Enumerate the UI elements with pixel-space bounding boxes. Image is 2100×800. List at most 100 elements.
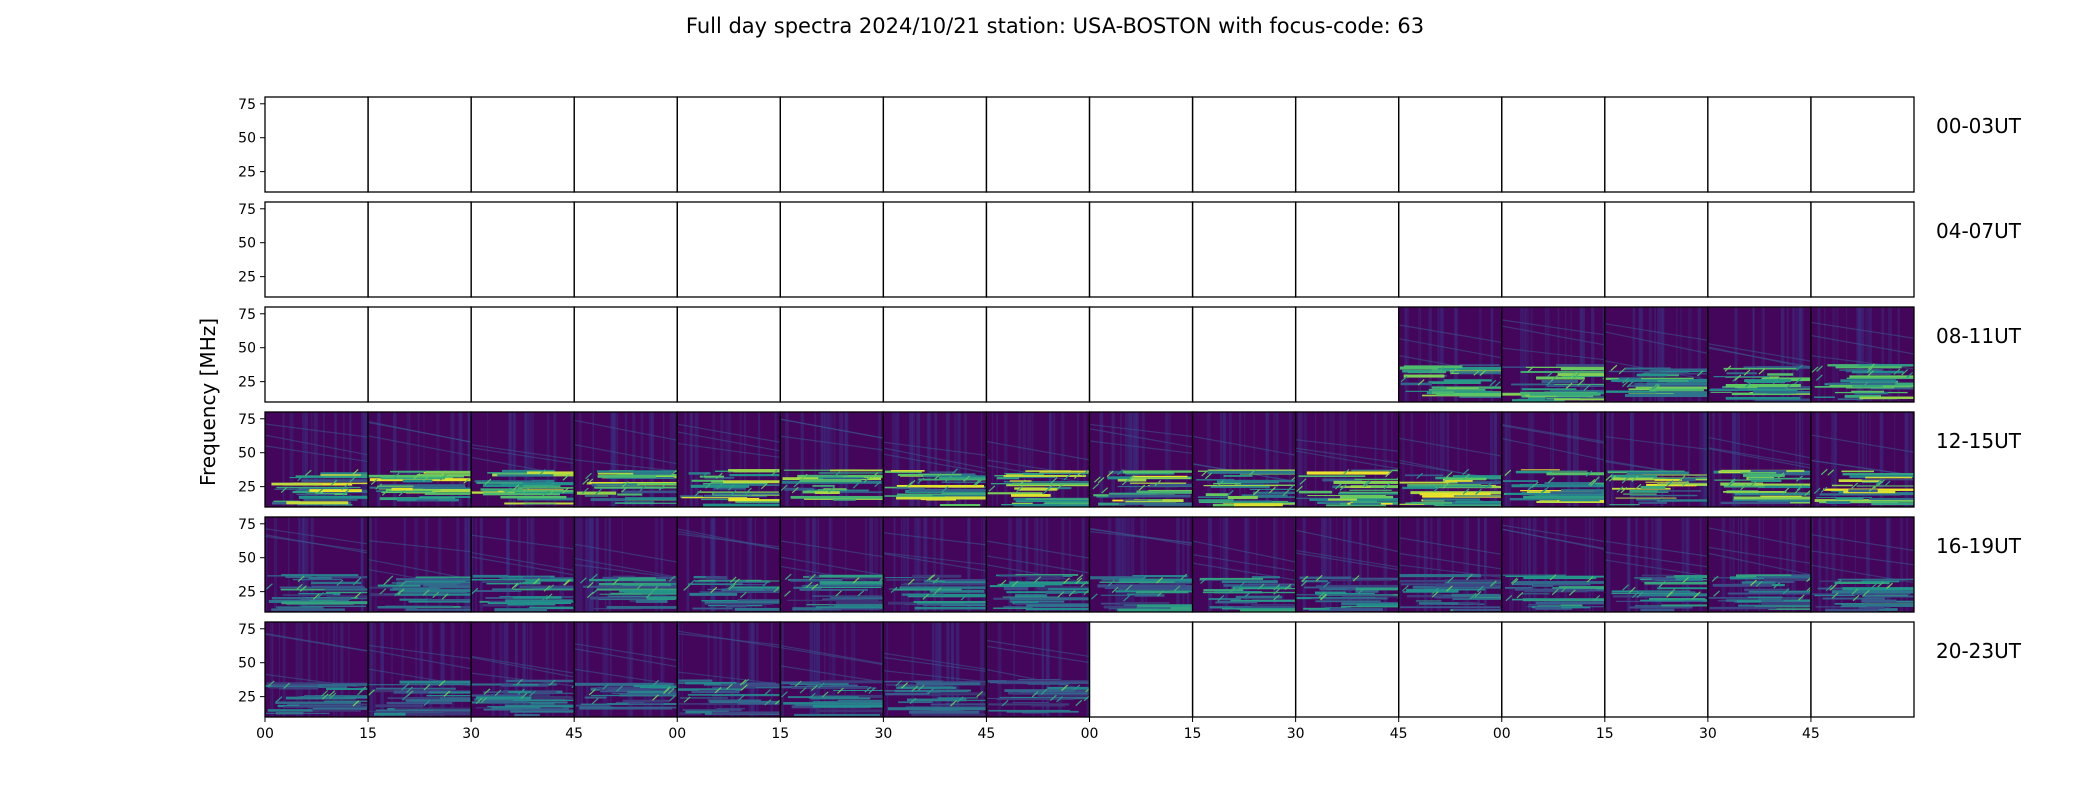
spectrogram-burst (1547, 476, 1555, 484)
spectrogram-stripe (1061, 412, 1065, 507)
spectrogram-band (385, 489, 441, 491)
spectrogram-stripe (1238, 412, 1242, 507)
spectrogram-band (1015, 500, 1090, 503)
spectrogram-stripe (313, 412, 318, 507)
spectrogram-stripe (833, 412, 836, 507)
panel-frame (1191, 201, 1297, 298)
spectrogram-burst (1693, 591, 1701, 598)
spectrogram-band (1303, 586, 1358, 589)
spectrogram-burst (1216, 480, 1224, 487)
spectrogram-stripe (691, 412, 693, 507)
spectrogram-band (1097, 584, 1186, 588)
spectrogram-stripe (946, 622, 950, 717)
spectrogram-stripe (1391, 412, 1393, 507)
spectrogram-stripe (1521, 517, 1524, 612)
spectrogram-drift (1604, 331, 1708, 354)
spectrogram-band (394, 593, 472, 596)
spectrogram-stripe (1511, 517, 1514, 612)
spectrogram-burst (907, 578, 915, 586)
spectrogram-burst (571, 684, 575, 689)
spectrogram-stripe (1660, 307, 1664, 402)
spectrogram-panel (1707, 411, 1812, 508)
spectrogram-stripe (523, 622, 526, 717)
spectrogram-burst (833, 471, 841, 478)
spectrogram-burst (1031, 691, 1039, 698)
panel-frame (573, 306, 678, 403)
spectrogram-band (606, 477, 675, 479)
spectrogram-band (623, 591, 678, 594)
spectrogram-band (1535, 601, 1605, 605)
spectrogram-band (1852, 385, 1883, 388)
spectrogram-stripe (315, 622, 318, 717)
y-tick-label: 50 (238, 446, 256, 462)
spectrogram-band (299, 703, 369, 706)
spectrogram-burst (941, 486, 949, 493)
spectrogram-band (1104, 587, 1176, 590)
spectrogram-band (816, 491, 884, 494)
y-tick-label: 75 (238, 97, 256, 113)
spectrogram-drift (1810, 533, 1914, 552)
spectrogram-band (598, 706, 673, 710)
spectrogram-band (1754, 606, 1810, 608)
spectrogram-burst (863, 476, 871, 483)
spectrogram-stripe (1273, 517, 1278, 612)
spectrogram-stripe (684, 412, 687, 507)
spectrogram-band (392, 587, 440, 590)
spectrogram-stripe (349, 412, 352, 507)
spectrogram-stripe (1484, 517, 1487, 612)
spectrogram-stripe (997, 622, 1002, 717)
spectrogram-band (1529, 392, 1601, 396)
spectrogram-band (622, 595, 678, 598)
spectrogram-stripe (1297, 412, 1301, 507)
spectrogram-stripe (853, 622, 856, 717)
panel-frame (779, 201, 885, 298)
spectrogram-stripe (1404, 307, 1407, 402)
spectrogram-band (1629, 490, 1669, 493)
spectrogram-band (1636, 373, 1668, 377)
spectrogram-burst (336, 579, 344, 586)
empty-panel (1501, 621, 1606, 718)
spectrogram-band (375, 687, 456, 690)
spectrogram-band (1709, 389, 1798, 391)
spectrogram-stripe (1342, 517, 1346, 612)
spectrogram-stripe (793, 517, 796, 612)
spectrogram-burst (1583, 384, 1591, 391)
spectrogram-panel (985, 516, 1091, 613)
spectrogram-band (629, 600, 657, 602)
spectrogram-stripe (1042, 622, 1045, 717)
spectrogram-stripe (579, 517, 583, 612)
panel-frame (1191, 96, 1297, 193)
spectrogram-band (1459, 364, 1500, 366)
spectrogram-band (1615, 497, 1677, 499)
spectrogram-panel (1088, 516, 1194, 613)
spectrogram-band (687, 694, 781, 696)
spectrogram-stripe (322, 412, 325, 507)
spectrogram-burst (1773, 582, 1781, 589)
spectrogram-stripe (1675, 307, 1678, 402)
spectrogram-band (837, 699, 884, 703)
spectrogram-band (729, 474, 781, 477)
spectrogram-stripe (1641, 307, 1644, 402)
spectrogram-stripe (1339, 412, 1342, 507)
panel-frame (573, 201, 678, 298)
spectrogram-stripe (1228, 412, 1232, 507)
spectrogram-band (1117, 485, 1193, 488)
spectrogram-band (1664, 593, 1708, 597)
spectrogram-band (1350, 502, 1381, 505)
spectrogram-stripe (1477, 517, 1479, 612)
y-tick-label: 50 (238, 551, 256, 567)
spectrogram-stripe (831, 622, 835, 717)
spectrogram-burst (683, 696, 691, 703)
y-axis-label: Frequency [MHz] (196, 318, 220, 486)
x-tick-label: 30 (462, 726, 480, 742)
spectrogram-stripe (1524, 307, 1529, 402)
empty-panel (264, 306, 369, 403)
spectrogram-drift (1295, 552, 1399, 571)
spectrogram-band (425, 471, 472, 474)
spectrogram-stripe (1811, 517, 1814, 612)
spectrogram-stripe (1729, 517, 1732, 612)
empty-panel (882, 306, 988, 403)
panel-frame (1501, 96, 1606, 193)
spectrogram-band (531, 696, 575, 700)
spectrogram-band (784, 487, 815, 491)
